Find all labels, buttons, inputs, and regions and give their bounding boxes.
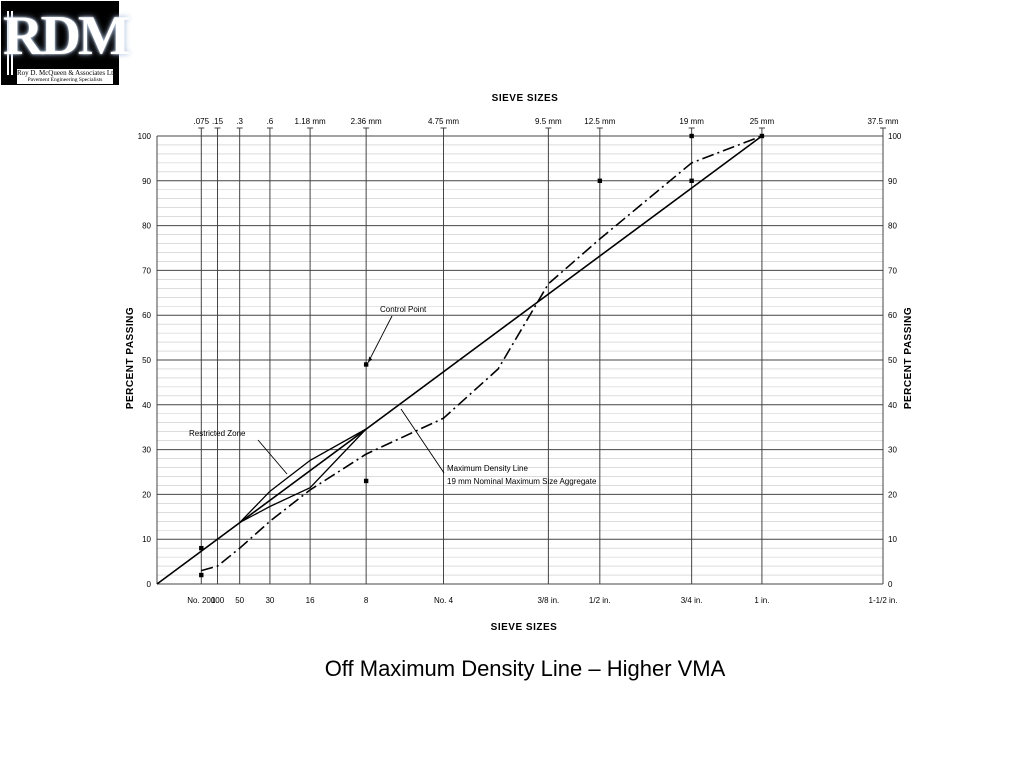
axis-titles-layer: SIEVE SIZES SIEVE SIZES PERCENT PASSING PER… [125, 93, 914, 633]
y-tick-label-left: 20 [142, 490, 151, 499]
major-gridlines [157, 135, 883, 585]
series-layer [156, 135, 763, 585]
y-tick-label-right: 0 [888, 580, 893, 589]
y-tick-label-left: 50 [142, 356, 151, 365]
y-axis-title-right: PERCENT PASSING [903, 307, 914, 409]
plot-border [156, 136, 884, 584]
y-tick-label-left: 90 [142, 177, 151, 186]
sieve-label-top: .075 [194, 117, 210, 126]
restricted-zone-label: Restricted Zone [189, 429, 246, 438]
tick-labels-layer: 0 0 10 10 20 20 30 30 40 40 50 50 60 60 70 70 80 80 90 90 10… [138, 117, 902, 605]
y-tick-label-right: 50 [888, 356, 897, 365]
sieve-label-top: 19 mm [679, 117, 704, 126]
top-axis-title: SIEVE SIZES [492, 93, 559, 104]
gradation-chart: 0 0 10 10 20 20 30 30 40 40 50 50 60 60 70 70 80 80 90 90 10… [125, 93, 914, 633]
y-tick-label-left: 70 [142, 266, 151, 275]
sieve-label-bottom: 50 [235, 596, 244, 605]
y-tick-label-left: 0 [147, 580, 152, 589]
sieve-label-bottom: 1-1/2 in. [869, 596, 898, 605]
y-tick-label-right: 90 [888, 177, 897, 186]
control-point-marker [689, 178, 694, 183]
control-point-marker [199, 572, 204, 578]
y-tick-label-right: 40 [888, 401, 897, 410]
restricted-zone-leader [257, 439, 288, 475]
sieve-label-top: 9.5 mm [535, 117, 562, 126]
control-point-marker [199, 545, 204, 551]
sieve-label-bottom: No. 200 [187, 596, 216, 605]
gradation-curve [201, 135, 763, 572]
sieve-label-bottom: No. 4 [434, 596, 454, 605]
sieve-gridlines [198, 127, 886, 584]
y-tick-label-right: 20 [888, 490, 897, 499]
y-tick-label-right: 60 [888, 311, 897, 320]
y-tick-label-left: 10 [142, 535, 151, 544]
sieve-label-top: .3 [236, 117, 243, 126]
sieve-label-top: 4.75 mm [428, 117, 459, 126]
sieve-label-top: 1.18 mm [295, 117, 326, 126]
control-point-marker [363, 478, 369, 484]
logo-mark: RDM [3, 5, 131, 67]
y-tick-label-left: 60 [142, 311, 151, 320]
company-logo: RDM Roy D. McQueen & Associates Ltd. Pav… [1, 1, 131, 85]
sieve-label-top: .15 [212, 117, 224, 126]
logo-company-name: Roy D. McQueen & Associates Ltd. [17, 69, 113, 77]
control-point-marker [597, 178, 603, 183]
sieve-label-bottom: 30 [265, 596, 274, 605]
x-axis-title: SIEVE SIZES [491, 622, 558, 633]
slide-caption: Off Maximum Density Line – Higher VMA [324, 656, 726, 681]
y-tick-label-right: 30 [888, 446, 897, 455]
y-tick-label-right: 70 [888, 266, 897, 275]
sieve-label-top: .6 [267, 117, 274, 126]
sieve-label-bottom: 3/8 in. [537, 596, 559, 605]
sieve-label-bottom: 16 [306, 596, 315, 605]
control-point-arrowhead [368, 356, 373, 363]
y-tick-label-left: 80 [142, 222, 151, 231]
y-tick-label-right: 10 [888, 535, 897, 544]
y-tick-label-left: 30 [142, 446, 151, 455]
y-axis-title-left: PERCENT PASSING [125, 307, 136, 409]
sieve-label-top: 12.5 mm [584, 117, 615, 126]
y-tick-label-right: 100 [888, 132, 902, 141]
y-tick-label-left: 100 [138, 132, 152, 141]
logo-bars-graphic [7, 11, 13, 75]
sieve-label-top: 37.5 mm [867, 117, 898, 126]
restricted-zone [239, 428, 367, 524]
sieve-label-bottom: 3/4 in. [681, 596, 703, 605]
control-point-label: Control Point [380, 305, 427, 314]
sieve-label-top: 25 mm [750, 117, 775, 126]
max-density-leader [400, 408, 445, 474]
annotations-layer: Control Point Restricted Zone Maximum Dens… [189, 305, 597, 486]
control-point-leader [367, 315, 393, 363]
sieve-label-bottom: 100 [211, 596, 225, 605]
max-density-label-line1: Maximum Density Line [447, 464, 528, 473]
control-point-marker [363, 362, 369, 367]
logo-tagline: Pavement Engineering Specialists [17, 77, 113, 84]
control-point-marker [689, 133, 694, 139]
sieve-label-bottom: 1/2 in. [589, 596, 611, 605]
y-tick-label-left: 40 [142, 401, 151, 410]
sieve-label-bottom: 8 [364, 596, 369, 605]
control-points-layer [199, 133, 765, 578]
sieve-label-top: 2.36 mm [351, 117, 382, 126]
y-tick-label-right: 80 [888, 222, 897, 231]
maximum-density-line [156, 135, 763, 585]
restricted-zone-layer [239, 428, 367, 524]
max-density-label-line2: 19 mm Nominal Maximum Size Aggregate [447, 477, 597, 486]
control-point-marker [759, 133, 765, 139]
sieve-label-bottom: 1 in. [754, 596, 769, 605]
